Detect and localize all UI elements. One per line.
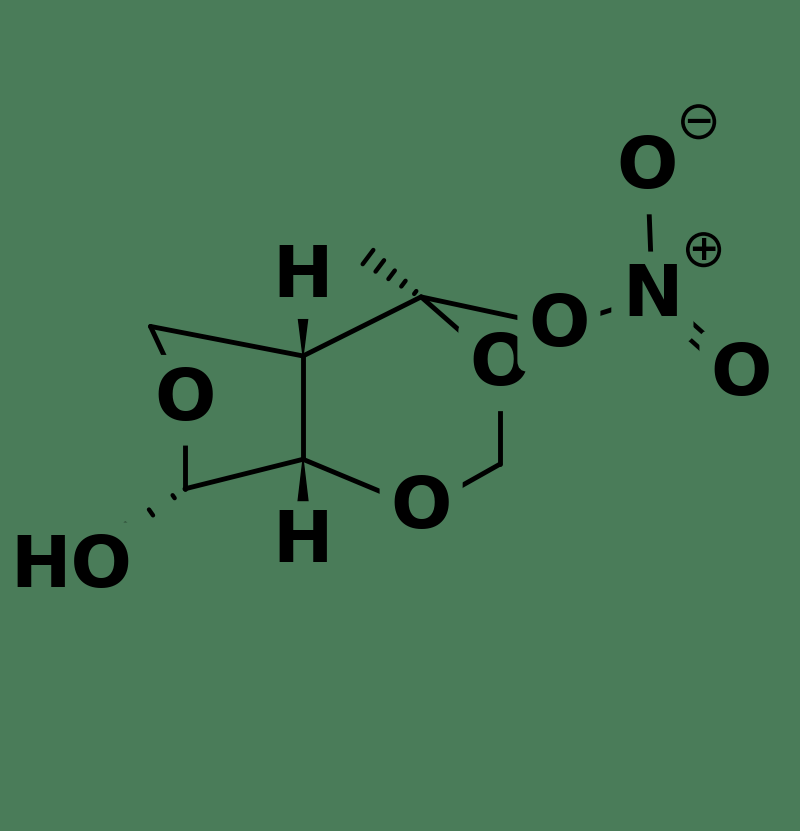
Text: O: O [390, 474, 452, 543]
Text: O: O [154, 366, 216, 435]
Text: N: N [622, 263, 682, 332]
Text: O: O [528, 292, 590, 361]
Text: HO: HO [11, 533, 133, 602]
Polygon shape [293, 278, 313, 356]
Text: O: O [710, 342, 772, 411]
Text: +: + [688, 233, 718, 267]
Text: O: O [617, 135, 678, 204]
Text: −: − [683, 105, 714, 139]
Text: H: H [273, 243, 334, 312]
Text: H: H [273, 509, 334, 578]
Text: O: O [469, 332, 530, 401]
Polygon shape [293, 460, 313, 543]
